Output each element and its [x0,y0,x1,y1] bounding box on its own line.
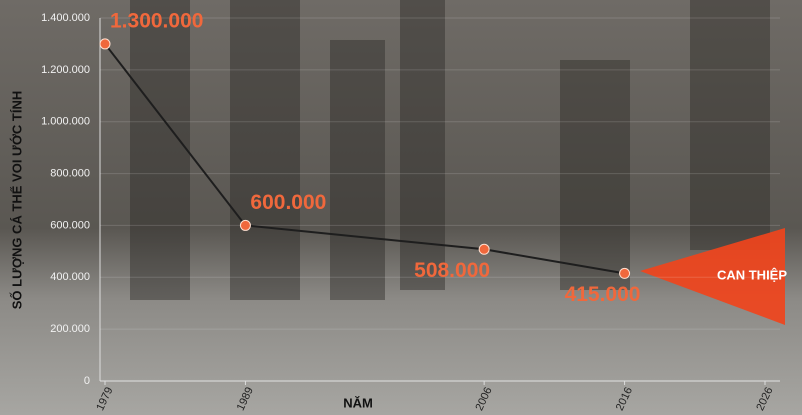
x-axis-label: NĂM [343,395,373,410]
data-label: 1.300.000 [110,9,203,32]
y-tick-label: 200.000 [50,323,90,335]
data-point [240,220,250,230]
y-tick-label: 600.000 [50,219,90,231]
y-tick-label: 1.200.000 [41,64,90,76]
data-label: 600.000 [250,191,326,214]
y-tick-label: 800.000 [50,167,90,179]
data-label: 508.000 [414,259,490,282]
data-point [479,244,489,254]
y-tick-label: 1.400.000 [41,12,90,24]
y-tick-label: 1.000.000 [41,116,90,128]
data-point [620,268,630,278]
annotation: CAN THIỆP [717,267,787,282]
data-point [100,39,110,49]
chart: SỐ LƯỢNG CÁ THỂ VOI ƯỚC TÍNH NĂM CAN THI… [0,0,802,415]
y-axis-label: SỐ LƯỢNG CÁ THỂ VOI ƯỚC TÍNH [9,91,24,310]
y-tick-label: 0 [84,375,90,387]
data-label: 415.000 [565,283,641,306]
y-tick-label: 400.000 [50,271,90,283]
